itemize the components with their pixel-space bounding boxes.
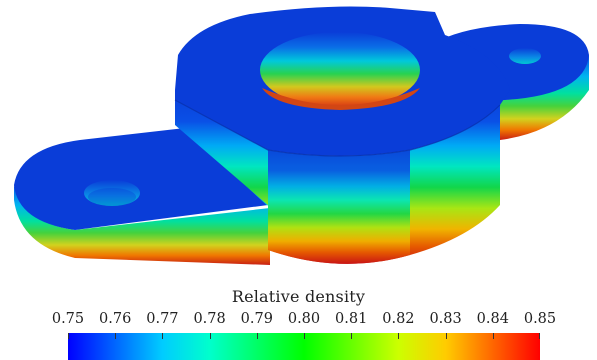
right-lug-hole xyxy=(509,48,541,64)
colorbar-tick xyxy=(398,333,399,339)
colorbar xyxy=(68,333,540,360)
legend-tick-label: 0.85 xyxy=(524,311,556,327)
legend-tick-label: 0.76 xyxy=(99,311,131,327)
legend-title: Relative density xyxy=(0,287,597,306)
colorbar-tick xyxy=(162,333,163,339)
colorbar-tick xyxy=(257,333,258,339)
legend-tick-label: 0.84 xyxy=(477,311,509,327)
colorbar-tick xyxy=(210,333,211,339)
legend-tick-label: 0.77 xyxy=(146,311,178,327)
legend-tick-label: 0.82 xyxy=(382,311,414,327)
legend-tick-label: 0.75 xyxy=(52,311,84,327)
colorbar-tick xyxy=(351,333,352,339)
colorbar-tick xyxy=(539,333,540,339)
legend-tick-label: 0.80 xyxy=(288,311,320,327)
colorbar-tick xyxy=(115,333,116,339)
colorbar-tick xyxy=(68,333,69,339)
legend-tick-label: 0.81 xyxy=(335,311,367,327)
colorbar-tick xyxy=(446,333,447,339)
legend-tick-label: 0.83 xyxy=(429,311,461,327)
colorbar-tick xyxy=(304,333,305,339)
legend-tick-labels: 0.75 0.76 0.77 0.78 0.79 0.80 0.81 0.82 0.83 0.84… xyxy=(0,311,597,329)
legend-tick-label: 0.79 xyxy=(241,311,273,327)
density-render xyxy=(0,0,597,290)
legend-tick-label: 0.78 xyxy=(193,311,225,327)
colorbar-tick xyxy=(493,333,494,339)
